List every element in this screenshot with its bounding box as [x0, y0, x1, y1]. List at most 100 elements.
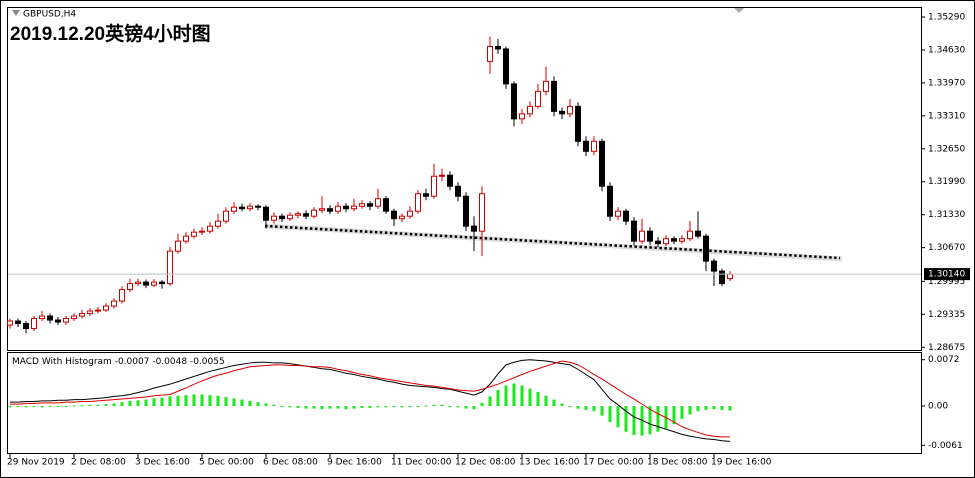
macd-histogram-bar	[424, 405, 428, 407]
macd-histogram-bar	[192, 394, 196, 407]
macd-header: MACD With Histogram -0.0007 -0.0048 -0.0…	[12, 357, 225, 367]
macd-value: -0.0055	[190, 357, 225, 367]
y-tick-label: 1.31990	[928, 177, 965, 187]
macd-histogram-bar	[152, 398, 156, 407]
y-tick-label: 1.33970	[928, 78, 965, 88]
candle-body	[287, 214, 293, 220]
candle-body	[63, 318, 69, 323]
macd-histogram-bar	[64, 406, 68, 408]
macd-histogram-bar	[656, 406, 660, 432]
macd-histogram-bar	[504, 385, 508, 407]
macd-histogram-bar	[512, 383, 516, 407]
macd-histogram-bar	[144, 399, 148, 407]
macd-histogram-bar	[480, 402, 484, 407]
macd-histogram-bar	[216, 395, 220, 407]
macd-histogram-bar	[344, 406, 348, 410]
macd-histogram-bar	[696, 406, 700, 412]
candle-body	[279, 215, 285, 220]
macd-histogram-bar	[136, 400, 140, 407]
candle-body	[23, 323, 29, 330]
x-tick-label: 18 Dec 08:00	[647, 458, 708, 468]
candle-body	[55, 319, 61, 323]
macd-histogram-bar	[616, 406, 620, 428]
macd-histogram-bar	[680, 406, 684, 419]
macd-histogram-bar	[296, 406, 300, 408]
macd-histogram-bar	[360, 406, 364, 408]
candle-body	[327, 208, 333, 212]
candle-body	[223, 210, 229, 222]
macd-histogram-bar	[712, 406, 716, 410]
candle-body	[239, 206, 245, 210]
macd-histogram-bar	[600, 406, 604, 416]
macd-panel	[7, 352, 922, 454]
y2-tick-label: 0.00	[928, 402, 948, 412]
y-tick-label: 1.33310	[928, 111, 965, 121]
x-tick-label: 2 Dec 08:00	[71, 458, 126, 468]
macd-histogram-bar	[16, 406, 20, 408]
x-tick-label: 29 Nov 2019	[7, 458, 65, 468]
candle-body	[455, 185, 461, 197]
x-tick-label: 9 Dec 16:00	[327, 458, 382, 468]
candle-body	[71, 315, 77, 320]
candle-body	[423, 193, 429, 197]
candle-body	[535, 90, 541, 107]
candle-body	[431, 175, 437, 197]
macd-histogram-bar	[184, 395, 188, 407]
macd-histogram-bar	[632, 406, 636, 435]
chart-title: 2019.12.20英镑4小时图	[10, 22, 211, 45]
y-tick-label: 1.34630	[928, 45, 965, 55]
candle-body	[527, 105, 533, 115]
candle-body	[199, 230, 205, 233]
macd-histogram-bar	[384, 406, 388, 408]
macd-histogram-bar	[160, 397, 164, 407]
last-price-box	[924, 268, 970, 281]
macd-histogram-bar	[472, 406, 476, 410]
candle-body	[351, 205, 357, 210]
candle-body	[103, 305, 109, 311]
candle-body	[87, 310, 93, 315]
candle-body	[151, 281, 157, 286]
candle-body	[295, 213, 301, 216]
candle-body	[119, 289, 125, 302]
macd-value: -0.0048	[152, 357, 187, 367]
x-tick-label: 3 Dec 16:00	[135, 458, 190, 468]
candle-body	[679, 238, 685, 242]
candle-body	[607, 185, 613, 217]
candle-body	[7, 320, 13, 326]
macd-histogram-bar	[520, 385, 524, 407]
macd-histogram-bar	[112, 403, 116, 407]
y-tick-label: 1.30670	[928, 243, 965, 253]
macd-histogram-bar	[728, 406, 732, 411]
x-tick-label: 11 Dec 00:00	[391, 458, 452, 468]
candle-body	[215, 220, 221, 227]
candle-body	[111, 300, 117, 307]
macd-histogram-bar	[560, 403, 564, 407]
candle-body	[495, 45, 501, 50]
y2-tick-label: 0.0072	[928, 355, 960, 365]
x-tick-label: 12 Dec 08:00	[455, 458, 516, 468]
y-tick-label: 1.29335	[928, 310, 965, 320]
candle-body	[511, 83, 517, 120]
macd-histogram-bar	[272, 404, 276, 407]
candle-body	[415, 193, 421, 212]
y-tick-label: 1.31330	[928, 210, 965, 220]
candle-body	[671, 238, 677, 242]
x-tick-label: 19 Dec 16:00	[711, 458, 772, 468]
shift-marker	[734, 8, 744, 13]
trendline	[264, 224, 841, 260]
macd-histogram-bar	[320, 406, 324, 410]
macd-histogram-bar	[264, 403, 268, 407]
macd-histogram-bar	[456, 406, 460, 408]
candle-body	[247, 205, 253, 210]
macd-histogram-bar	[496, 389, 500, 407]
macd-histogram-bar	[88, 404, 92, 407]
y-tick-label: 1.32650	[928, 144, 965, 154]
macd-histogram-bar	[432, 404, 436, 407]
macd-histogram-bar	[624, 406, 628, 432]
candle-body	[663, 238, 669, 245]
macd-histogram-bar	[400, 406, 404, 408]
macd-histogram-bar	[232, 398, 236, 407]
candle-body	[695, 230, 701, 237]
macd-histogram-bar	[200, 394, 204, 407]
last-price-label: 1.30140	[928, 270, 965, 280]
